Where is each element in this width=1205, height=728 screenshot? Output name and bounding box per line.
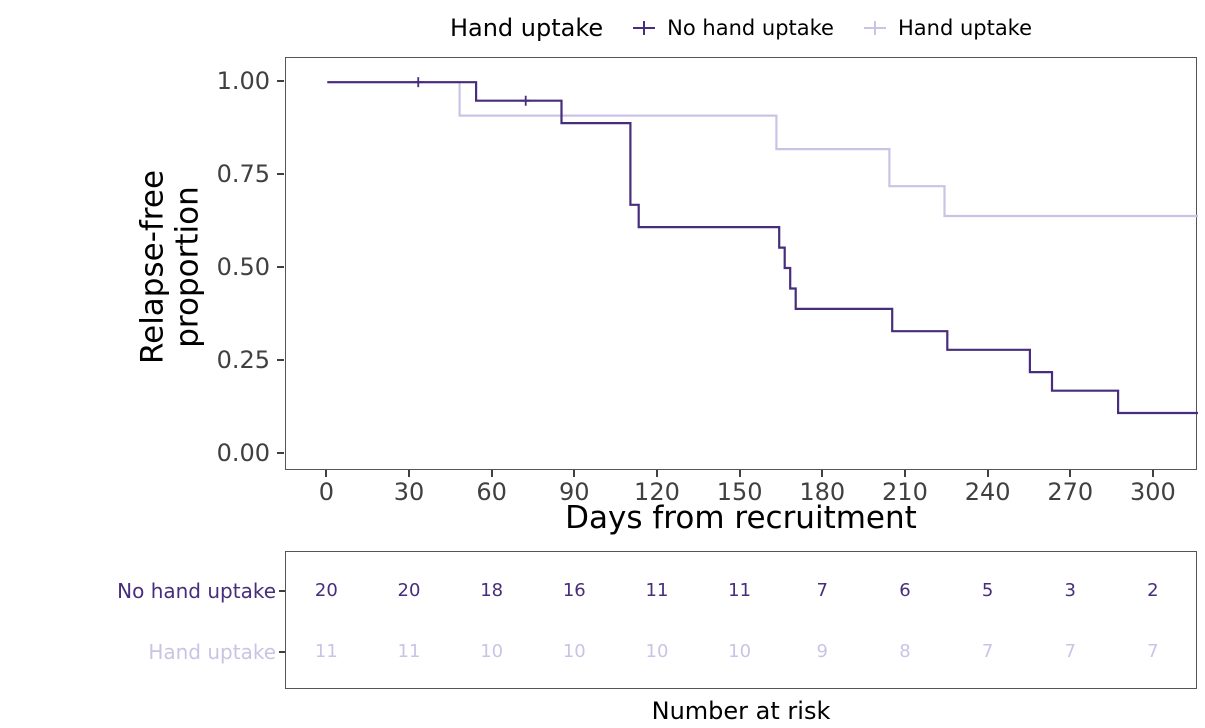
risk-count: 11 <box>314 641 338 662</box>
survival-curves <box>327 77 1198 415</box>
risk-row-label: No hand uptake <box>117 579 276 603</box>
risk-count: 11 <box>397 641 421 662</box>
y-tick-label: 0.50 <box>216 253 270 282</box>
censor-plus-icon <box>863 21 886 35</box>
y-tick-label: 0.00 <box>216 438 270 467</box>
censor-mark <box>520 95 531 106</box>
legend-item-hand-uptake: Hand uptake <box>860 16 1032 40</box>
y-tick-label: 1.00 <box>216 67 270 96</box>
risk-count: 10 <box>728 641 752 662</box>
x-tick-label: 30 <box>393 478 425 506</box>
risk-row-tick-mark <box>279 651 285 653</box>
legend-item-no-hand-uptake: No hand uptake <box>629 16 834 40</box>
y-tick-mark <box>277 173 284 176</box>
x-tick-label: 120 <box>634 478 680 506</box>
risk-count: 8 <box>899 641 911 662</box>
censor-plus-icon <box>633 21 656 35</box>
risk-count: 7 <box>1064 641 1076 662</box>
risk-count: 20 <box>314 580 338 601</box>
risk-count: 7 <box>981 641 994 662</box>
plot-panel <box>285 57 1198 470</box>
x-axis-title: Days from recruitment <box>565 500 917 536</box>
legend: Hand uptake No hand uptake Hand uptake <box>285 8 1197 48</box>
x-tick-mark <box>738 470 741 477</box>
x-tick-label: 270 <box>1047 478 1094 506</box>
x-tick-mark <box>1151 470 1154 477</box>
censor-mark <box>413 77 424 88</box>
y-tick-mark <box>277 451 284 454</box>
x-tick-label: 90 <box>559 478 590 506</box>
risk-count: 5 <box>981 580 994 601</box>
risk-count: 10 <box>480 641 504 662</box>
risk-count: 9 <box>816 641 828 662</box>
y-tick-mark <box>277 358 284 361</box>
x-tick-label: 180 <box>799 478 846 506</box>
risk-table-panel <box>285 551 1197 689</box>
x-tick-mark <box>986 470 989 477</box>
y-tick-mark <box>277 266 284 269</box>
x-tick-mark <box>407 470 410 477</box>
x-tick-mark <box>490 470 493 477</box>
risk-count: 11 <box>645 580 669 601</box>
x-tick-mark <box>325 470 328 477</box>
x-tick-label: 150 <box>716 478 763 506</box>
survival-step-line <box>327 81 1198 415</box>
risk-row-label: Hand uptake <box>148 640 276 664</box>
x-tick-label: 0 <box>318 478 334 506</box>
x-tick-label: 60 <box>476 478 507 506</box>
y-tick-label: 0.25 <box>216 345 270 374</box>
risk-count: 10 <box>562 641 586 662</box>
x-tick-mark <box>903 470 906 477</box>
x-tick-mark <box>573 470 576 477</box>
legend-title: Hand uptake <box>449 14 604 42</box>
legend-item-label: No hand uptake <box>667 16 834 40</box>
risk-count: 7 <box>816 580 828 601</box>
y-tick-label: 0.75 <box>216 160 270 189</box>
risk-count: 3 <box>1064 580 1076 601</box>
risk-count: 20 <box>397 580 421 601</box>
risk-count: 7 <box>1147 641 1159 662</box>
risk-count: 10 <box>645 641 669 662</box>
y-tick-mark <box>277 80 284 83</box>
risk-count: 6 <box>899 580 911 601</box>
x-tick-label: 210 <box>882 478 928 506</box>
x-tick-label: 300 <box>1130 478 1176 506</box>
risk-row-tick-mark <box>279 590 285 592</box>
risk-count: 11 <box>728 580 752 601</box>
risk-table-caption: Number at risk <box>651 697 831 725</box>
x-tick-mark <box>821 470 824 477</box>
risk-count: 16 <box>562 580 586 601</box>
legend-item-label: Hand uptake <box>897 16 1033 40</box>
risk-count: 2 <box>1147 580 1159 601</box>
x-tick-label: 240 <box>964 478 1011 506</box>
risk-count: 18 <box>480 580 504 601</box>
survival-step-line <box>327 81 1198 218</box>
x-tick-mark <box>1069 470 1072 477</box>
x-tick-mark <box>655 470 658 477</box>
